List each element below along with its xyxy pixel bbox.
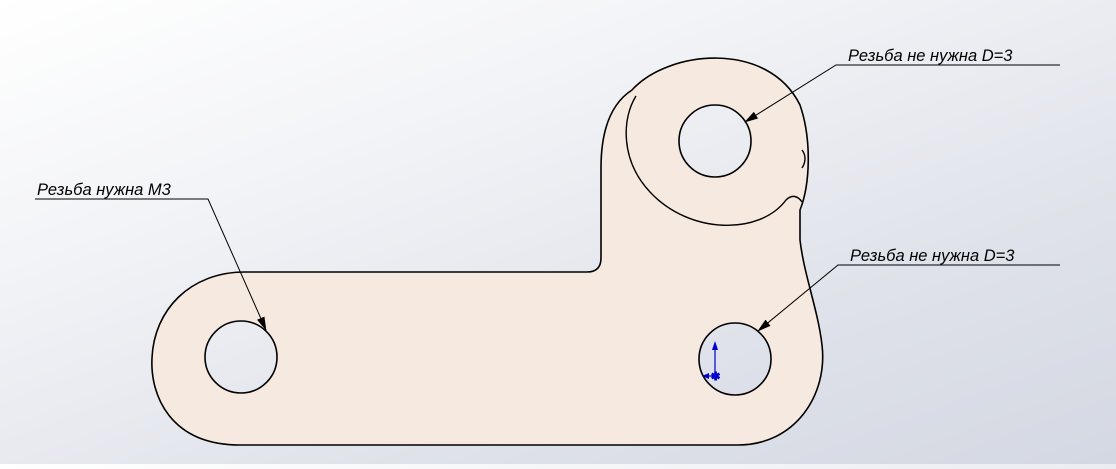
svg-text:✱: ✱	[711, 371, 720, 383]
callout-top-text: Резьба не нужна D=3	[848, 47, 1013, 65]
origin-triad-icon: ✱	[702, 341, 721, 384]
leader-left	[35, 198, 267, 331]
leader-top	[744, 64, 1060, 123]
part-outline[interactable]	[151, 57, 824, 446]
callout-left-text: Резьба нужна M3	[37, 181, 172, 199]
leader-right	[757, 264, 1060, 332]
callout-right-text: Резьба не нужна D=3	[850, 247, 1015, 265]
boss-contour	[625, 95, 806, 226]
